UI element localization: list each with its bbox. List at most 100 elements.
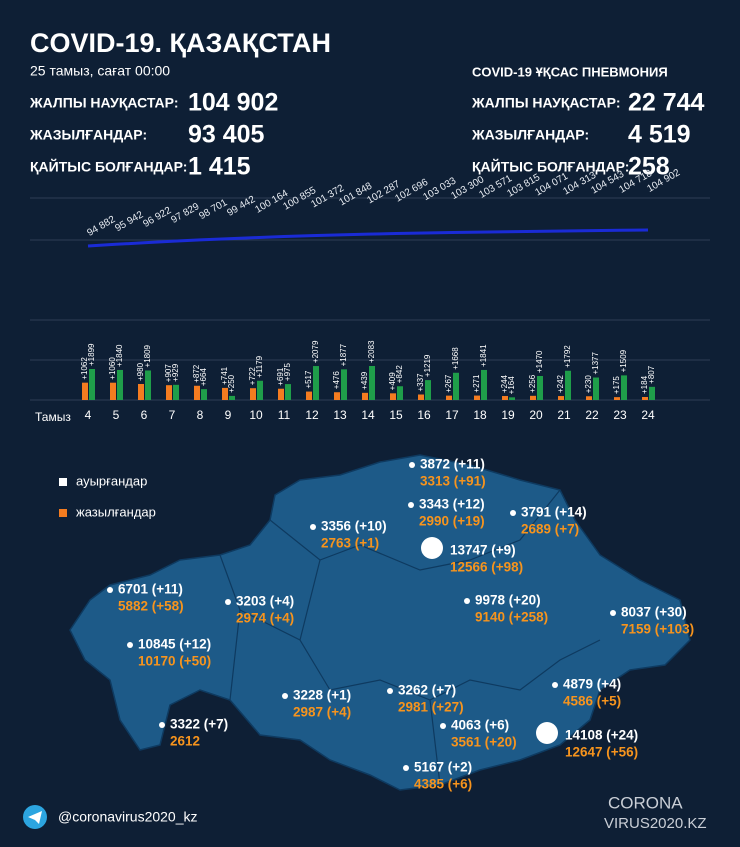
x-tick-label: 15 — [389, 408, 403, 422]
region-cases: 4063 (+6) — [451, 718, 509, 733]
x-tick-label: 11 — [278, 408, 291, 422]
telegram-plane — [28, 811, 42, 824]
region-recovered: 4385 (+6) — [414, 777, 472, 792]
region-cases: 5167 (+2) — [414, 760, 472, 775]
bar-value-label: +1668 — [451, 347, 460, 370]
region-recovered: 3561 (+20) — [451, 735, 517, 750]
bar-value-label: +1509 — [619, 349, 628, 372]
bar-value-label: +807 — [647, 365, 656, 384]
region-cases: 3262 (+7) — [398, 683, 456, 698]
bar-value-label: +1062 — [80, 357, 89, 380]
bar-value-label: +2083 — [367, 340, 376, 363]
bar — [425, 380, 431, 400]
region-cases: 3872 (+11) — [420, 457, 485, 472]
x-tick-label: 7 — [169, 408, 176, 422]
x-tick-label: 8 — [197, 408, 204, 422]
bar-value-label: +1841 — [479, 344, 488, 367]
logo-top: CORONA — [608, 793, 683, 812]
bar-value-label: +1219 — [423, 354, 432, 377]
bar-value-label: +1877 — [339, 343, 348, 366]
x-tick-label: 13 — [333, 408, 347, 422]
x-tick-label: 4 — [85, 408, 92, 422]
region-cases: 6701 (+11) — [118, 582, 183, 597]
legend-swatch — [59, 478, 67, 486]
region-cases: 3322 (+7) — [170, 717, 228, 732]
map-shape — [69, 454, 691, 791]
region-dot — [282, 693, 288, 699]
region-recovered: 7159 (+103) — [621, 622, 694, 637]
legend-swatch — [59, 509, 67, 517]
bar-value-label: +409 — [388, 372, 397, 391]
bar-value-label: +2079 — [311, 340, 320, 363]
region-dot — [536, 722, 558, 744]
bar-value-label: +907 — [164, 364, 173, 383]
bar — [201, 389, 207, 400]
region-cases: 3228 (+1) — [293, 688, 351, 703]
bar-value-label: +842 — [395, 365, 404, 384]
bar-value-label: +1792 — [563, 345, 572, 368]
bar — [537, 376, 543, 400]
region-dot — [225, 599, 231, 605]
region-dot — [421, 537, 443, 559]
bar-value-label: +722 — [248, 367, 257, 386]
bar — [278, 388, 284, 400]
bar — [474, 395, 480, 400]
region-recovered: 4586 (+5) — [563, 694, 621, 709]
region-cases: 3203 (+4) — [236, 594, 294, 609]
bar-value-label: +1809 — [143, 344, 152, 367]
region-dot — [409, 462, 415, 468]
bar — [418, 394, 424, 400]
bar-value-label: +164 — [507, 376, 516, 395]
bar — [593, 377, 599, 400]
region-cases: 14108 (+24) — [565, 728, 638, 743]
region-recovered: 12566 (+98) — [450, 560, 523, 575]
bar-value-label: +337 — [416, 373, 425, 392]
pneumonia-stat-value: 4 519 — [628, 121, 691, 149]
bar-value-label: +691 — [276, 367, 285, 386]
stat-value: 104 902 — [188, 89, 278, 117]
x-tick-label: 9 — [225, 408, 232, 422]
bar — [229, 395, 235, 400]
bar — [145, 370, 151, 400]
bar — [362, 392, 368, 400]
bar — [614, 397, 620, 400]
region-recovered: 3313 (+91) — [420, 474, 486, 489]
x-axis-label: Тамыз — [35, 410, 71, 424]
pneumonia-stat-label: ЖАЗЫЛҒАНДАР: — [471, 127, 589, 143]
bar-value-label: +271 — [472, 374, 481, 393]
bar-value-label: +1179 — [255, 355, 264, 377]
bar — [481, 369, 487, 400]
logo-bottom: VIRUS2020.KZ — [604, 815, 707, 832]
region-dot — [464, 598, 470, 604]
bar — [502, 396, 508, 400]
region-cases: 3343 (+12) — [419, 497, 485, 512]
x-tick-label: 12 — [305, 408, 319, 422]
bar — [558, 396, 564, 400]
region-dot — [310, 524, 316, 530]
bar — [565, 370, 571, 400]
x-tick-label: 20 — [529, 408, 543, 422]
region-cases: 8037 (+30) — [621, 605, 687, 620]
region-dot — [440, 723, 446, 729]
x-tick-label: 18 — [473, 408, 487, 422]
legend-label: жазылғандар — [76, 504, 156, 519]
bar — [453, 372, 459, 400]
bar — [257, 380, 263, 400]
region-recovered: 2689 (+7) — [521, 522, 579, 537]
bar — [586, 396, 592, 400]
region-recovered: 2990 (+19) — [419, 514, 485, 529]
region-recovered: 9140 (+258) — [475, 610, 548, 625]
bar-value-label: +242 — [556, 374, 565, 393]
bar — [89, 369, 95, 400]
region-dot — [403, 765, 409, 771]
pneumonia-title: COVID-19 ҰҚСАС ПНЕВМОНИЯ — [472, 64, 668, 79]
stat-value: 1 415 — [188, 153, 251, 181]
region-dot — [107, 587, 113, 593]
stat-label: ҚАЙТЫС БОЛҒАНДАР: — [30, 158, 187, 175]
bar-value-label: +267 — [444, 374, 453, 393]
region-dot — [127, 642, 133, 648]
region-dot — [610, 610, 616, 616]
region-recovered: 2981 (+27) — [398, 700, 464, 715]
bar-value-label: +1060 — [108, 357, 117, 380]
